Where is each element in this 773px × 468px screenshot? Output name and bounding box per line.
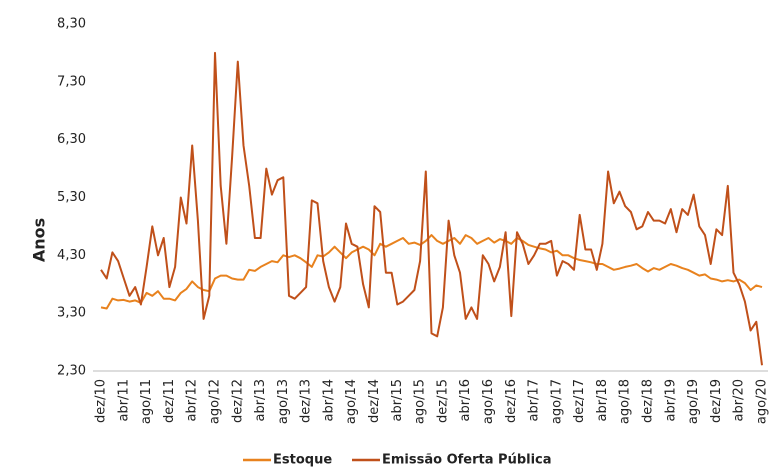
x-tick-label: dez/14 [367,379,382,423]
x-tick-label: abr/18 [595,379,610,422]
x-tick-label: abr/15 [390,379,405,422]
series-line [100,234,763,310]
y-tick-label: 8,30 [57,17,86,32]
x-tick-label: abr/17 [527,379,542,422]
x-tick-label: dez/19 [709,379,724,423]
x-tick-label: ago/20 [755,379,770,424]
x-tick-label: dez/17 [572,379,587,423]
y-tick-label: 5,30 [57,190,86,205]
x-tick-label: ago/15 [413,379,428,424]
x-tick-label: abr/13 [253,379,268,422]
x-tick-label: dez/18 [641,379,656,423]
x-tick-label: abr/12 [185,379,200,422]
y-tick-label: 4,30 [57,248,86,263]
y-tick-label: 2,30 [57,364,86,379]
x-tick-label: ago/16 [481,379,496,424]
x-tick-label: abr/16 [458,379,473,422]
x-tick-label: abr/14 [321,379,336,422]
series-line [100,51,763,366]
x-tick-label: ago/18 [618,379,633,424]
legend-label: Estoque [273,453,332,468]
y-axis-label: Anos [30,218,49,262]
x-tick-label: ago/12 [207,379,222,424]
y-tick-label: 7,30 [57,74,86,89]
x-tick-label: ago/14 [344,379,359,424]
x-tick-label: ago/13 [276,379,291,424]
x-tick-label: abr/20 [732,379,747,422]
x-tick-label: dez/10 [94,379,109,423]
x-tick-label: ago/11 [139,379,154,424]
x-tick-label: dez/16 [504,379,519,423]
x-tick-label: ago/17 [549,379,564,424]
legend-label: Emissão Oferta Pública [382,453,552,468]
x-tick-label: dez/11 [162,379,177,423]
x-tick-label: dez/15 [435,379,450,423]
x-tick-label: dez/12 [230,379,245,423]
x-tick-label: dez/13 [299,379,314,423]
y-tick-label: 3,30 [57,306,86,321]
x-tick-label: abr/11 [116,379,131,422]
x-tick-label: abr/19 [663,379,678,422]
x-tick-label: ago/19 [686,379,701,424]
y-tick-label: 6,30 [57,132,86,147]
